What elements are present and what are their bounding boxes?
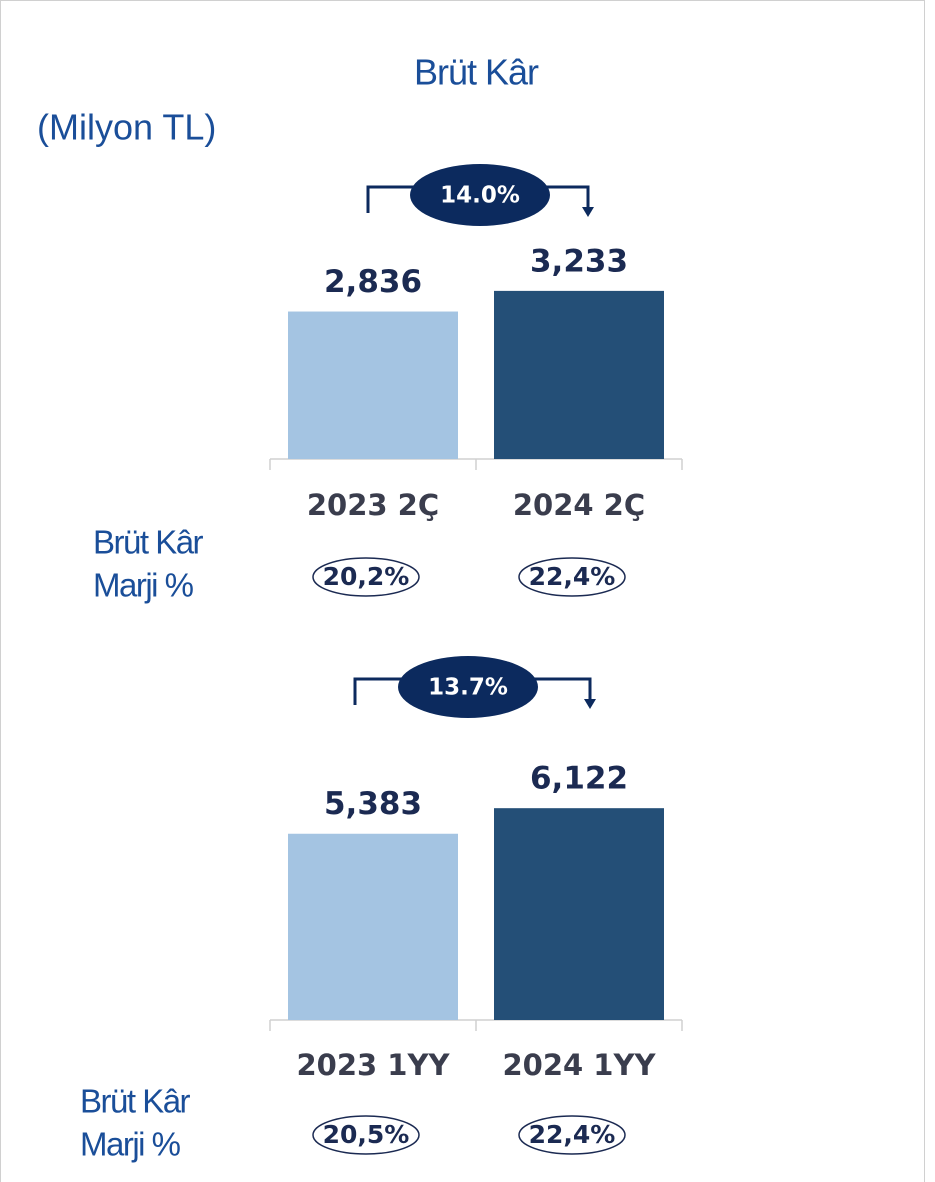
margin-oval (312, 1115, 420, 1155)
growth-arrowhead (584, 699, 596, 709)
margin-label: 20,5% (323, 1120, 410, 1149)
margin-oval (312, 557, 420, 597)
growth-label: 13.7% (428, 675, 508, 701)
value-label: 5,383 (324, 786, 422, 822)
bar (494, 290, 664, 459)
growth-label: 14.0% (440, 183, 520, 209)
margin-title: Marji % (93, 567, 194, 604)
bar (494, 808, 664, 1020)
x-tick-label: 2023 2Ç (307, 488, 439, 522)
bar (288, 311, 458, 459)
growth-badge (398, 656, 538, 718)
margin-title: Brüt Kâr (93, 524, 204, 561)
value-label: 6,122 (530, 761, 628, 797)
margin-oval (518, 557, 626, 597)
margin-label: 22,4% (529, 562, 616, 591)
margin-oval (518, 1115, 626, 1155)
margin-label: 20,2% (323, 562, 410, 591)
margin-label: 22,4% (529, 1120, 616, 1149)
margin-title: Brüt Kâr (80, 1083, 191, 1120)
unit-label: (Milyon TL) (37, 107, 216, 148)
value-label: 2,836 (324, 264, 422, 300)
x-tick-label: 2024 1YY (503, 1048, 657, 1082)
x-tick-label: 2024 2Ç (513, 488, 645, 522)
x-tick-label: 2023 1YY (297, 1048, 451, 1082)
growth-badge (410, 164, 550, 226)
value-label: 3,233 (530, 243, 628, 279)
bar (288, 833, 458, 1020)
growth-arrowhead (582, 207, 594, 217)
margin-title: Marji % (80, 1126, 181, 1163)
chart-title: Brüt Kâr (414, 52, 539, 93)
